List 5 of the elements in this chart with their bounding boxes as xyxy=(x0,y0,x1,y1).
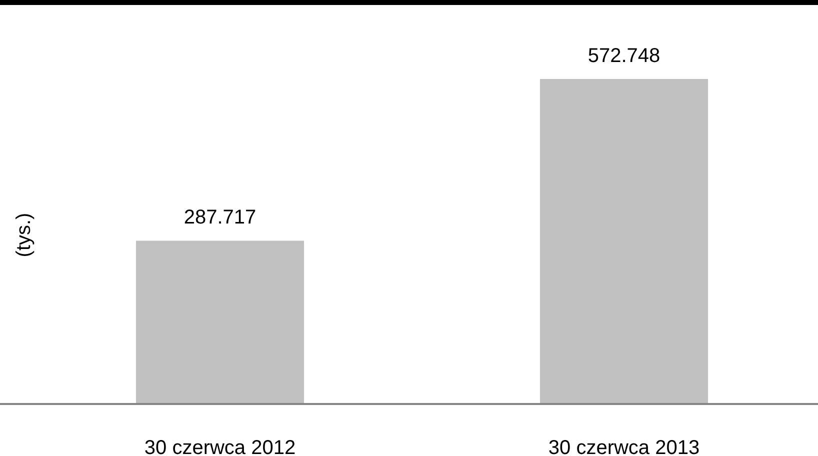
y-axis-title: (tys.) xyxy=(13,212,35,258)
data-label: 572.748 xyxy=(588,45,660,67)
data-label: 287.717 xyxy=(184,206,256,229)
x-tick-label: 30 czerwca 2013 xyxy=(548,437,700,456)
x-tick-label: 30 czerwca 2012 xyxy=(144,437,296,456)
